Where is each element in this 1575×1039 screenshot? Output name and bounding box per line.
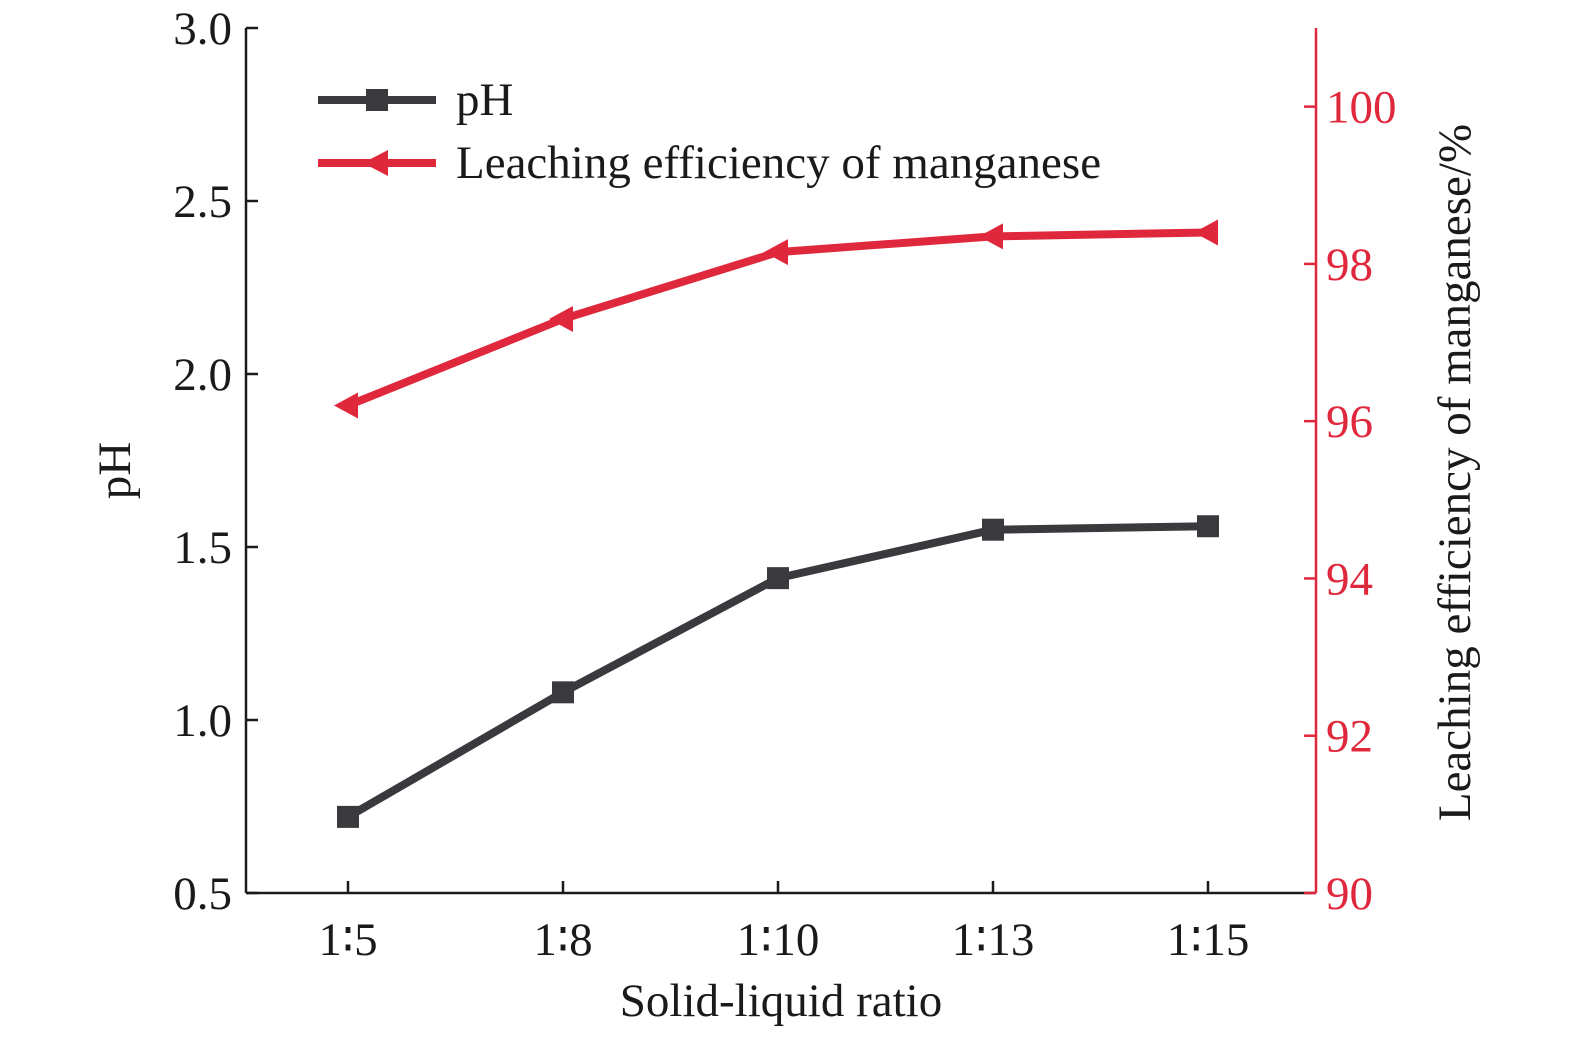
ph-data-point bbox=[982, 518, 1004, 541]
leaching-data-point bbox=[1194, 219, 1218, 246]
x-tick-label: 1∶10 bbox=[737, 914, 820, 966]
ph-data-point bbox=[552, 681, 574, 704]
left-tick-label: 2.5 bbox=[173, 176, 232, 228]
x-axis-title: Solid-liquid ratio bbox=[620, 975, 942, 1027]
right-tick-label: 96 bbox=[1326, 396, 1373, 448]
series-lines bbox=[345, 228, 1209, 821]
legend-label-ph: pH bbox=[456, 74, 513, 126]
right-tick-label: 94 bbox=[1326, 553, 1373, 605]
x-tick-label: 1∶5 bbox=[318, 914, 377, 966]
x-tick-label: 1∶8 bbox=[533, 914, 592, 966]
legend: pH Leaching efficiency of manganese bbox=[318, 74, 1101, 189]
ph-data-point bbox=[767, 567, 789, 590]
x-tick-label: 1∶13 bbox=[952, 914, 1035, 966]
right-tick-label: 92 bbox=[1326, 711, 1373, 763]
leaching-data-point bbox=[334, 392, 358, 419]
right-tick-label: 100 bbox=[1326, 82, 1397, 134]
legend-swatch-ph-marker bbox=[366, 89, 388, 111]
ph-data-point bbox=[337, 805, 359, 828]
right-axis-ticks: 90 92 94 96 98 100 bbox=[1304, 82, 1397, 920]
right-tick-label: 98 bbox=[1326, 239, 1373, 291]
series-markers bbox=[334, 219, 1219, 828]
legend-label-leaching: Leaching efficiency of manganese bbox=[456, 137, 1101, 189]
left-axis-ticks: 0.5 1.0 1.5 2.0 2.5 3.0 bbox=[173, 3, 258, 920]
right-tick-label: 90 bbox=[1326, 868, 1373, 920]
legend-swatch-leaching-marker bbox=[363, 150, 388, 176]
plot-frame bbox=[244, 28, 1318, 895]
left-tick-label: 2.0 bbox=[173, 349, 232, 401]
leaching-data-point bbox=[979, 223, 1003, 250]
leaching-data-point bbox=[549, 305, 573, 332]
x-axis-ticks: 1∶5 1∶8 1∶10 1∶13 1∶15 bbox=[318, 881, 1249, 966]
left-tick-label: 0.5 bbox=[173, 868, 232, 920]
y-axis-title-left: pH bbox=[89, 442, 141, 499]
leaching-data-point bbox=[764, 239, 788, 266]
left-tick-label: 3.0 bbox=[173, 3, 232, 55]
ph-data-point bbox=[1197, 515, 1219, 538]
y-axis-title-right: Leaching efficiency of manganese/% bbox=[1429, 124, 1481, 821]
left-tick-label: 1.5 bbox=[173, 522, 232, 574]
x-tick-label: 1∶15 bbox=[1167, 914, 1250, 966]
left-tick-label: 1.0 bbox=[173, 695, 232, 747]
